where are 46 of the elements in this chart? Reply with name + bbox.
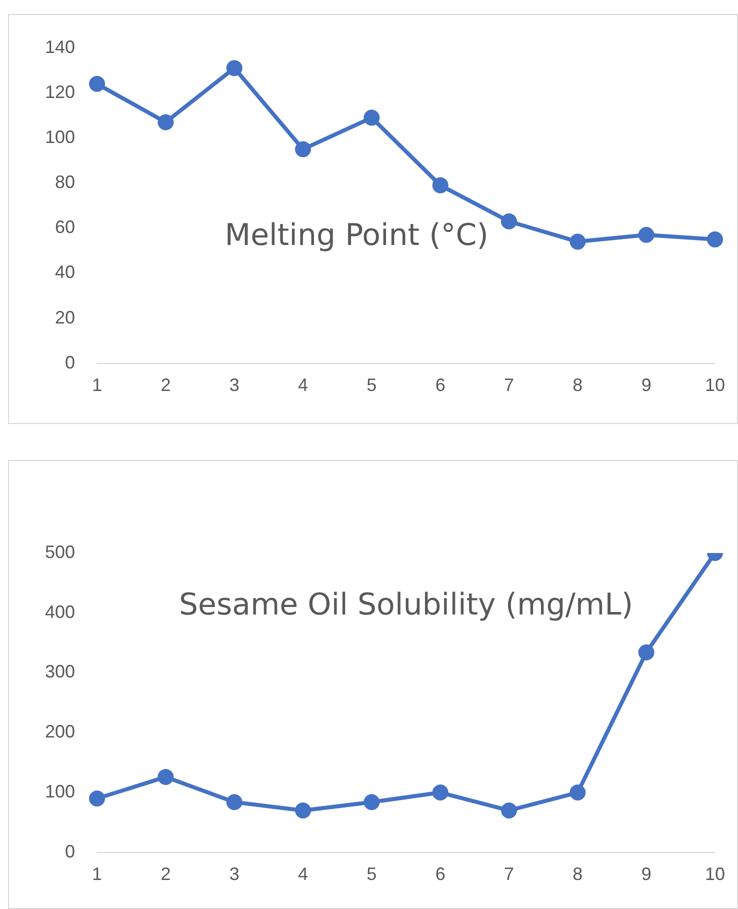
y-tick-label: 100 xyxy=(44,126,76,147)
point xyxy=(570,234,586,250)
y-tick-label: 500 xyxy=(44,542,76,562)
y-tick-label: 300 xyxy=(44,662,76,682)
point xyxy=(295,141,312,158)
x-tick-label: 10 xyxy=(704,864,726,884)
y-tick-label: 120 xyxy=(44,82,76,102)
x-tick-label: 9 xyxy=(641,375,652,396)
y-tick-label: 80 xyxy=(55,172,76,192)
x-tick-label: 5 xyxy=(366,375,377,396)
x-tick-label: 6 xyxy=(435,375,446,396)
y-tick-label: 200 xyxy=(44,722,76,742)
y-tick-label: 100 xyxy=(44,781,76,802)
point xyxy=(501,213,518,230)
x-tick-label: 5 xyxy=(366,864,377,884)
x-tick-label: 7 xyxy=(504,864,514,884)
y-tick-label: 0 xyxy=(65,352,76,372)
x-tick-label: 10 xyxy=(704,375,726,396)
x-tick-label: 3 xyxy=(229,375,240,396)
x-tick-label: 4 xyxy=(298,375,308,396)
point xyxy=(89,76,106,92)
y-tick-label: 400 xyxy=(44,602,76,622)
x-tick-label: 2 xyxy=(160,375,171,396)
point xyxy=(226,60,242,76)
y-tick-label: 60 xyxy=(55,217,76,238)
x-tick-label: 8 xyxy=(572,864,583,884)
x-tick-label: 3 xyxy=(229,864,240,884)
x-tick-label: 6 xyxy=(435,864,446,884)
y-tick-label: 20 xyxy=(55,307,76,328)
x-tick-label: 8 xyxy=(572,375,583,396)
x-tick-label: 2 xyxy=(160,864,171,884)
point xyxy=(638,226,654,243)
y-tick-label: 40 xyxy=(55,262,76,282)
point xyxy=(432,177,448,194)
point xyxy=(364,110,380,126)
y-tick-label: 0 xyxy=(65,841,76,862)
point xyxy=(158,114,174,130)
text: Melting Point (°C) xyxy=(224,218,488,253)
x-tick-label: 9 xyxy=(641,864,652,884)
point xyxy=(706,231,723,248)
x-tick-label: 1 xyxy=(92,375,102,396)
x-tick-label: 7 xyxy=(504,375,514,396)
x-tick-label: 1 xyxy=(92,864,102,884)
text: Sesame Oil Solubility (mg/mL) xyxy=(178,588,634,623)
x-tick-label: 4 xyxy=(298,864,308,884)
y-tick-label: 140 xyxy=(44,36,76,57)
